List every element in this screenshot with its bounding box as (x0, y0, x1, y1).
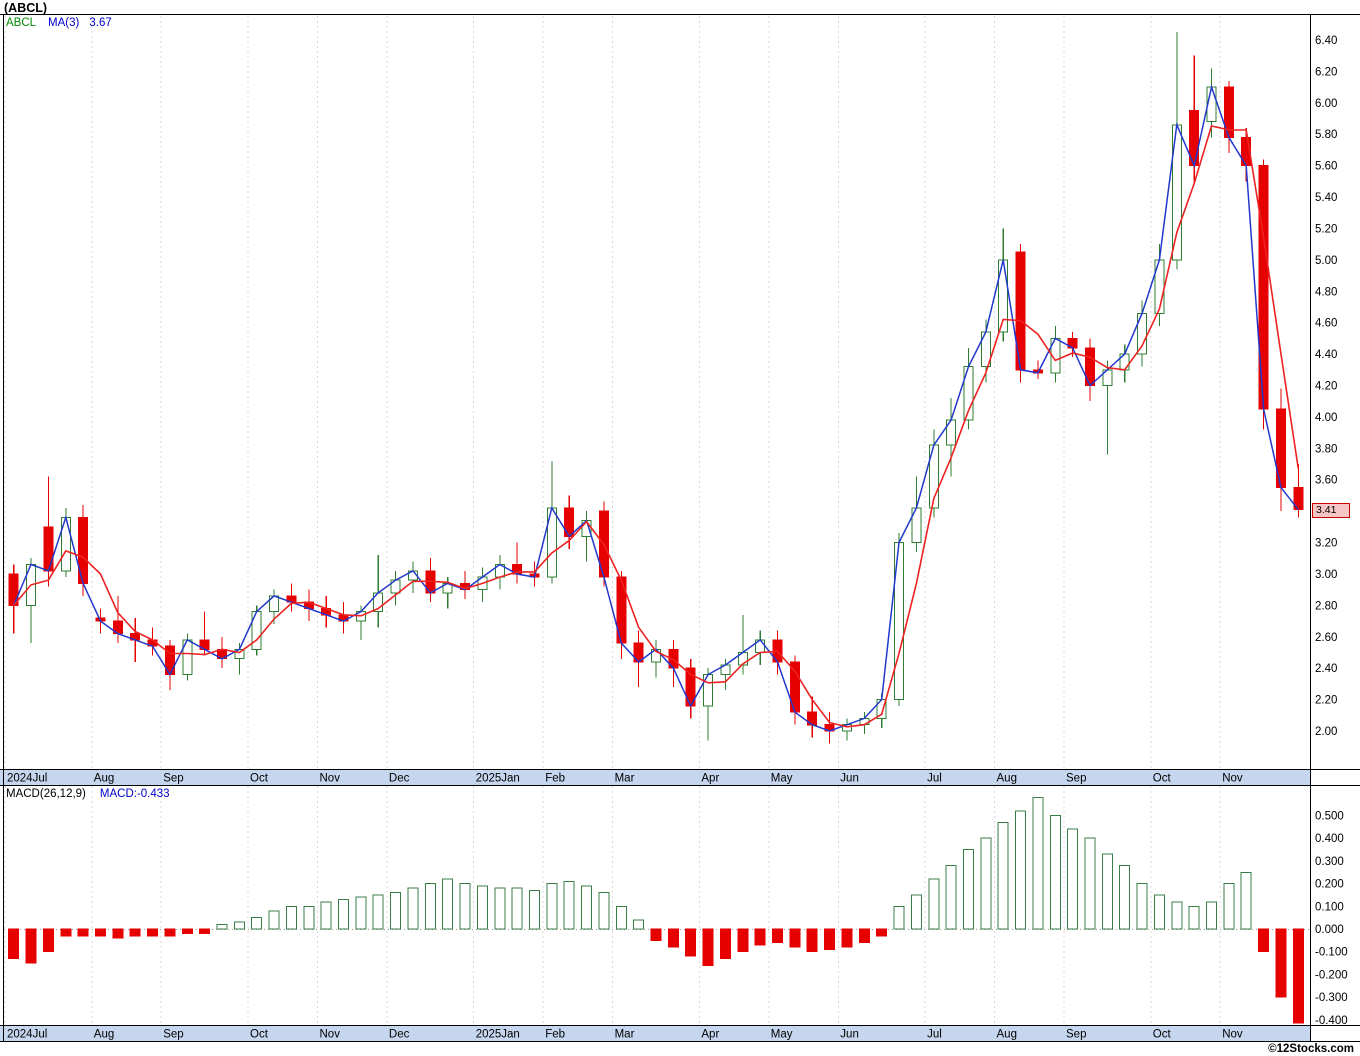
svg-text:5.20: 5.20 (1315, 223, 1337, 235)
svg-text:Sep: Sep (1066, 1029, 1086, 1041)
month-gridlines (4, 16, 1221, 1025)
svg-text:-0.100: -0.100 (1315, 947, 1348, 959)
svg-text:3.80: 3.80 (1315, 443, 1337, 455)
svg-text:2025Jan: 2025Jan (476, 1029, 520, 1041)
panel-frame (0, 14, 1360, 1042)
svg-text:4.00: 4.00 (1315, 412, 1337, 424)
ma-label: MA(3) (48, 17, 80, 29)
svg-text:2.00: 2.00 (1315, 726, 1337, 738)
svg-text:Nov: Nov (1222, 773, 1243, 785)
watermark: ©12Stocks.com (1268, 1043, 1354, 1055)
svg-text:2024Jul: 2024Jul (7, 773, 47, 785)
macd-value-label: MACD:-0.433 (99, 788, 170, 800)
svg-text:Oct: Oct (250, 1029, 269, 1041)
svg-text:0.200: 0.200 (1315, 879, 1344, 891)
last-price-tag: 3.41 (1312, 503, 1350, 518)
svg-text:Dec: Dec (389, 1029, 410, 1041)
svg-text:0.500: 0.500 (1315, 811, 1344, 823)
svg-text:Apr: Apr (701, 773, 719, 785)
svg-text:Oct: Oct (250, 773, 269, 785)
svg-text:Jun: Jun (840, 1029, 859, 1041)
svg-text:0.400: 0.400 (1315, 833, 1344, 845)
svg-text:3.00: 3.00 (1315, 569, 1337, 581)
svg-text:5.40: 5.40 (1315, 192, 1337, 204)
svg-text:Jul: Jul (927, 773, 942, 785)
svg-text:Aug: Aug (94, 1029, 114, 1041)
svg-text:-0.300: -0.300 (1315, 992, 1348, 1004)
svg-text:-0.200: -0.200 (1315, 969, 1348, 981)
macd-legend: MACD(26,12,9) MACD:-0.433 (6, 788, 170, 800)
svg-text:Oct: Oct (1153, 773, 1172, 785)
svg-text:Aug: Aug (997, 773, 1017, 785)
ma-value: 3.67 (89, 17, 112, 29)
svg-text:2.20: 2.20 (1315, 695, 1337, 707)
svg-text:Mar: Mar (615, 1029, 635, 1041)
macd-histogram (4, 796, 1310, 1024)
svg-text:Sep: Sep (163, 1029, 183, 1041)
svg-text:May: May (771, 773, 793, 785)
month-labels: 2024Jul 2024Jul Aug Aug Sep Sep Oct Oct Nov Nov De… (7, 773, 1243, 1041)
svg-text:3.60: 3.60 (1315, 475, 1337, 487)
overlay-lines (13, 84, 1300, 732)
ticker-symbol-label: ABCL (6, 17, 37, 29)
price-legend: ABCL MA(3) 3.67 (6, 17, 122, 29)
svg-text:0.100: 0.100 (1315, 901, 1344, 913)
svg-text:Apr: Apr (701, 1029, 719, 1041)
svg-text:Aug: Aug (997, 1029, 1017, 1041)
svg-text:Sep: Sep (1066, 773, 1086, 785)
svg-text:6.20: 6.20 (1315, 66, 1337, 78)
svg-text:0.000: 0.000 (1315, 924, 1344, 936)
svg-text:4.40: 4.40 (1315, 349, 1337, 361)
svg-text:4.20: 4.20 (1315, 380, 1337, 392)
chart-title: (ABCL) (4, 1, 48, 15)
svg-text:Nov: Nov (320, 1029, 341, 1041)
svg-text:Sep: Sep (163, 773, 183, 785)
svg-text:Aug: Aug (94, 773, 114, 785)
candlesticks (8, 32, 1304, 744)
svg-text:Feb: Feb (545, 1029, 565, 1041)
axis-strips (0, 770, 1310, 1042)
svg-text:3.20: 3.20 (1315, 538, 1337, 550)
svg-text:5.00: 5.00 (1315, 255, 1337, 267)
svg-text:Jul: Jul (927, 1029, 942, 1041)
svg-text:May: May (771, 1029, 793, 1041)
svg-text:Jun: Jun (840, 773, 859, 785)
svg-text:4.60: 4.60 (1315, 318, 1337, 330)
svg-text:2025Jan: 2025Jan (476, 773, 520, 785)
svg-text:Nov: Nov (1222, 1029, 1243, 1041)
macd-params-label: MACD(26,12,9) (6, 788, 86, 800)
axis-tick-labels: 6.40 6.20 6.00 5.80 5.60 5.40 5.20 5.00 4.80 4.60… (1315, 35, 1348, 1027)
svg-text:6.40: 6.40 (1315, 35, 1337, 47)
svg-text:Dec: Dec (389, 773, 410, 785)
svg-text:2024Jul: 2024Jul (7, 1029, 47, 1041)
svg-text:2.40: 2.40 (1315, 663, 1337, 675)
svg-text:Feb: Feb (545, 773, 565, 785)
svg-text:Nov: Nov (320, 773, 341, 785)
svg-text:5.80: 5.80 (1315, 129, 1337, 141)
svg-text:Oct: Oct (1153, 1029, 1172, 1041)
svg-text:5.60: 5.60 (1315, 161, 1337, 173)
svg-text:2.60: 2.60 (1315, 632, 1337, 644)
svg-text:2.80: 2.80 (1315, 600, 1337, 612)
svg-text:-0.400: -0.400 (1315, 1015, 1348, 1027)
svg-text:Mar: Mar (615, 773, 635, 785)
svg-text:6.00: 6.00 (1315, 98, 1337, 110)
svg-text:0.300: 0.300 (1315, 856, 1344, 868)
svg-text:4.80: 4.80 (1315, 286, 1337, 298)
